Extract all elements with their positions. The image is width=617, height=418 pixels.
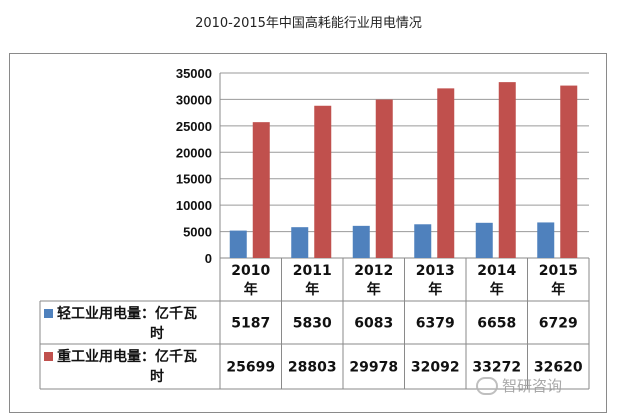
bar-light-industry <box>414 224 432 258</box>
watermark-text: 智研咨询 <box>502 377 563 395</box>
category-label-suffix: 年 <box>551 281 565 298</box>
category-label: 2013 <box>416 263 455 279</box>
bar-light-industry <box>229 230 247 258</box>
table-value: 5187 <box>231 316 270 332</box>
bar-light-industry <box>291 227 309 258</box>
table-value: 5830 <box>293 316 332 332</box>
series-label: 重工业用电量：亿千瓦 <box>57 348 197 365</box>
table-value: 32092 <box>411 360 460 376</box>
table-value: 6729 <box>539 316 578 332</box>
table-value: 6379 <box>416 316 455 332</box>
category-label: 2014 <box>477 263 516 279</box>
legend-swatch-light <box>44 309 53 318</box>
y-tick-label: 10000 <box>176 198 212 213</box>
y-tick-label: 25000 <box>176 119 212 134</box>
y-tick-label: 15000 <box>176 172 212 187</box>
bar-heavy-industry <box>375 99 393 258</box>
category-label: 2015 <box>539 263 578 279</box>
y-tick-label: 30000 <box>176 92 212 107</box>
bar-heavy-industry <box>314 105 332 258</box>
table-value: 28803 <box>288 360 337 376</box>
chart-frame: 0 5000 10000 15000 20000 25000 30000 35000 2010 年… <box>9 53 607 413</box>
bar-heavy-industry <box>437 88 455 259</box>
table-value: 32620 <box>534 360 583 376</box>
bar-light-industry <box>475 222 493 258</box>
table-value: 29978 <box>349 360 398 376</box>
table-value: 25699 <box>226 360 275 376</box>
bar-heavy-industry <box>498 82 516 258</box>
series-label-suffix: 时 <box>150 368 164 385</box>
series-label-suffix: 时 <box>150 325 164 342</box>
chart-svg: 0 5000 10000 15000 20000 25000 30000 35000 2010 年… <box>39 66 590 390</box>
wechat-icon <box>476 376 498 395</box>
bar-heavy-industry <box>560 85 578 258</box>
category-label-suffix: 年 <box>244 281 258 298</box>
legend-swatch-heavy <box>44 352 53 361</box>
y-tick-label: 35000 <box>176 66 212 81</box>
bar-heavy-industry <box>252 122 270 258</box>
series-label: 轻工业用电量：亿千瓦 <box>57 305 197 322</box>
table-value: 33272 <box>472 360 521 376</box>
bar-light-industry <box>537 222 555 258</box>
table-value: 6658 <box>477 316 516 332</box>
chart-title: 2010-2015年中国高耗能行业用电情况 <box>195 16 422 31</box>
category-label: 2010 <box>231 263 270 279</box>
y-tick-label: 5000 <box>183 225 212 240</box>
y-tick-label: 0 <box>205 251 212 266</box>
watermark: 智研咨询 <box>476 375 562 396</box>
bar-light-industry <box>352 225 370 258</box>
category-label: 2012 <box>354 263 393 279</box>
category-label-suffix: 年 <box>305 281 319 298</box>
category-label-suffix: 年 <box>490 281 504 298</box>
table-value: 6083 <box>354 316 393 332</box>
y-tick-label: 20000 <box>176 145 212 160</box>
category-label: 2011 <box>293 263 332 279</box>
category-label-suffix: 年 <box>428 281 442 298</box>
category-label-suffix: 年 <box>367 281 381 298</box>
